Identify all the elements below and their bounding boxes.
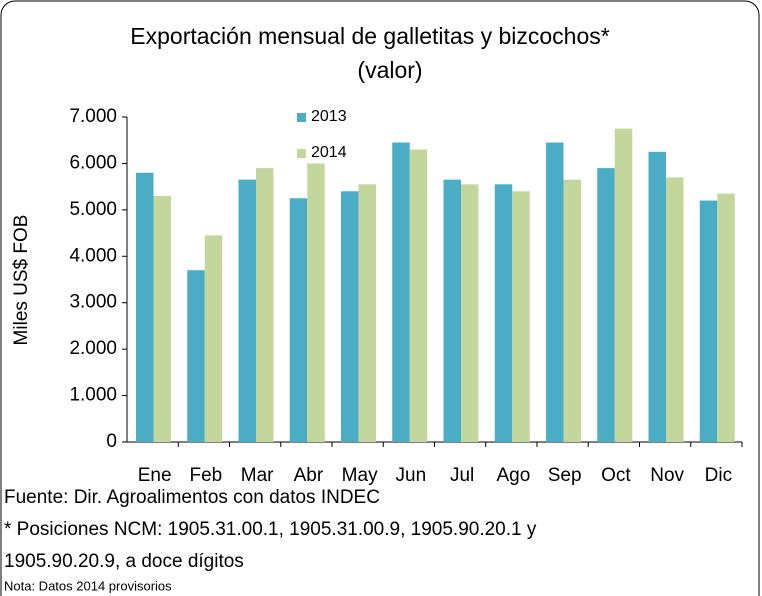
x-tick-label: Nov bbox=[650, 465, 684, 486]
bar bbox=[699, 200, 718, 442]
bar bbox=[307, 163, 325, 442]
bar bbox=[666, 177, 684, 442]
bar bbox=[717, 193, 735, 442]
bar bbox=[153, 195, 171, 442]
bar bbox=[546, 142, 564, 443]
bar bbox=[597, 168, 615, 443]
y-tick-label: 7.000 bbox=[69, 106, 117, 127]
x-tick-label: Oct bbox=[601, 465, 631, 486]
x-tick-label: Dic bbox=[705, 465, 732, 486]
y-tick-label: 3.000 bbox=[69, 292, 117, 313]
x-tick-label: Feb bbox=[190, 465, 223, 486]
bar bbox=[563, 179, 581, 442]
bar bbox=[512, 191, 530, 442]
x-tick-label: Mar bbox=[241, 465, 274, 486]
y-tick-label: 4.000 bbox=[69, 245, 117, 266]
y-tick-label: 6.000 bbox=[69, 152, 117, 173]
bar bbox=[256, 168, 274, 443]
legend-swatch bbox=[297, 113, 306, 122]
bar bbox=[289, 198, 308, 442]
footnote: 1905.90.20.9, a doce dígitos bbox=[4, 551, 244, 572]
y-tick-label: 2.000 bbox=[69, 338, 117, 359]
bar bbox=[238, 179, 256, 442]
chart-title: (valor) bbox=[357, 57, 422, 83]
legend-label: 2013 bbox=[311, 108, 347, 125]
chart-title: Exportación mensual de galletitas y bizc… bbox=[130, 23, 609, 49]
bar bbox=[409, 149, 428, 442]
y-tick-label: 5.000 bbox=[69, 199, 117, 220]
bar bbox=[461, 184, 479, 443]
footnote: Fuente: Dir. Agroalimentos con datos IND… bbox=[4, 487, 380, 508]
x-tick-label: Ene bbox=[138, 465, 172, 486]
bar bbox=[358, 184, 376, 443]
bar bbox=[392, 142, 410, 443]
x-tick-label: May bbox=[342, 465, 378, 486]
x-tick-label: Jun bbox=[396, 465, 427, 486]
x-tick-label: Ago bbox=[496, 465, 530, 486]
y-axis-label: Miles US$ FOB bbox=[11, 215, 32, 346]
legend-swatch bbox=[297, 149, 306, 158]
footnote: * Posiciones NCM: 1905.31.00.1, 1905.31.… bbox=[4, 519, 537, 540]
x-tick-label: Abr bbox=[294, 465, 324, 486]
y-tick-label: 0 bbox=[106, 431, 117, 452]
bar bbox=[341, 191, 359, 442]
bar bbox=[187, 270, 205, 442]
bar bbox=[136, 172, 154, 442]
x-tick-label: Jul bbox=[450, 465, 474, 486]
legend-label: 2014 bbox=[311, 144, 347, 161]
bar bbox=[494, 184, 513, 443]
small-note: Nota: Datos 2014 provisorios bbox=[4, 578, 172, 593]
bar bbox=[443, 179, 461, 442]
bar bbox=[648, 151, 666, 443]
bar bbox=[204, 235, 223, 442]
bar bbox=[614, 128, 633, 442]
y-tick-label: 1.000 bbox=[69, 385, 117, 406]
x-tick-label: Sep bbox=[548, 465, 582, 486]
